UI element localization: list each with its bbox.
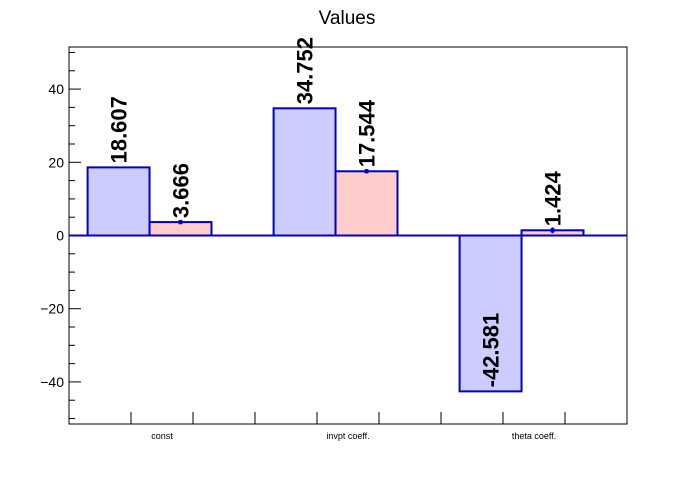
bar-value-label: 3.666 <box>169 163 194 218</box>
plot-area: −40 −20 0 20 40 const invpt coeff. theta coeff.… <box>40 37 628 441</box>
bar <box>86 166 151 237</box>
y-tick-label: 0 <box>56 228 64 244</box>
error-marker <box>550 228 555 233</box>
y-tick-label: −20 <box>40 301 64 317</box>
bar-value-label: 18.607 <box>107 96 132 163</box>
bar-value-label: -42.581 <box>479 313 504 388</box>
bar-value-label: 1.424 <box>541 170 566 226</box>
error-marker <box>364 169 369 174</box>
bar <box>458 234 523 393</box>
bar-value-label: 34.752 <box>293 37 318 104</box>
y-tick-label: 40 <box>48 81 64 97</box>
bar <box>272 107 337 237</box>
chart-title: Values <box>319 8 376 29</box>
x-category-label: theta coeff. <box>512 431 556 441</box>
bar-value-label: 17.544 <box>355 99 380 167</box>
x-category-label: invpt coeff. <box>326 431 369 441</box>
bar <box>334 170 399 237</box>
y-tick-label: −40 <box>40 374 64 390</box>
error-marker <box>178 220 183 225</box>
x-category-label: const <box>151 431 173 441</box>
y-tick-label: 20 <box>48 154 64 170</box>
